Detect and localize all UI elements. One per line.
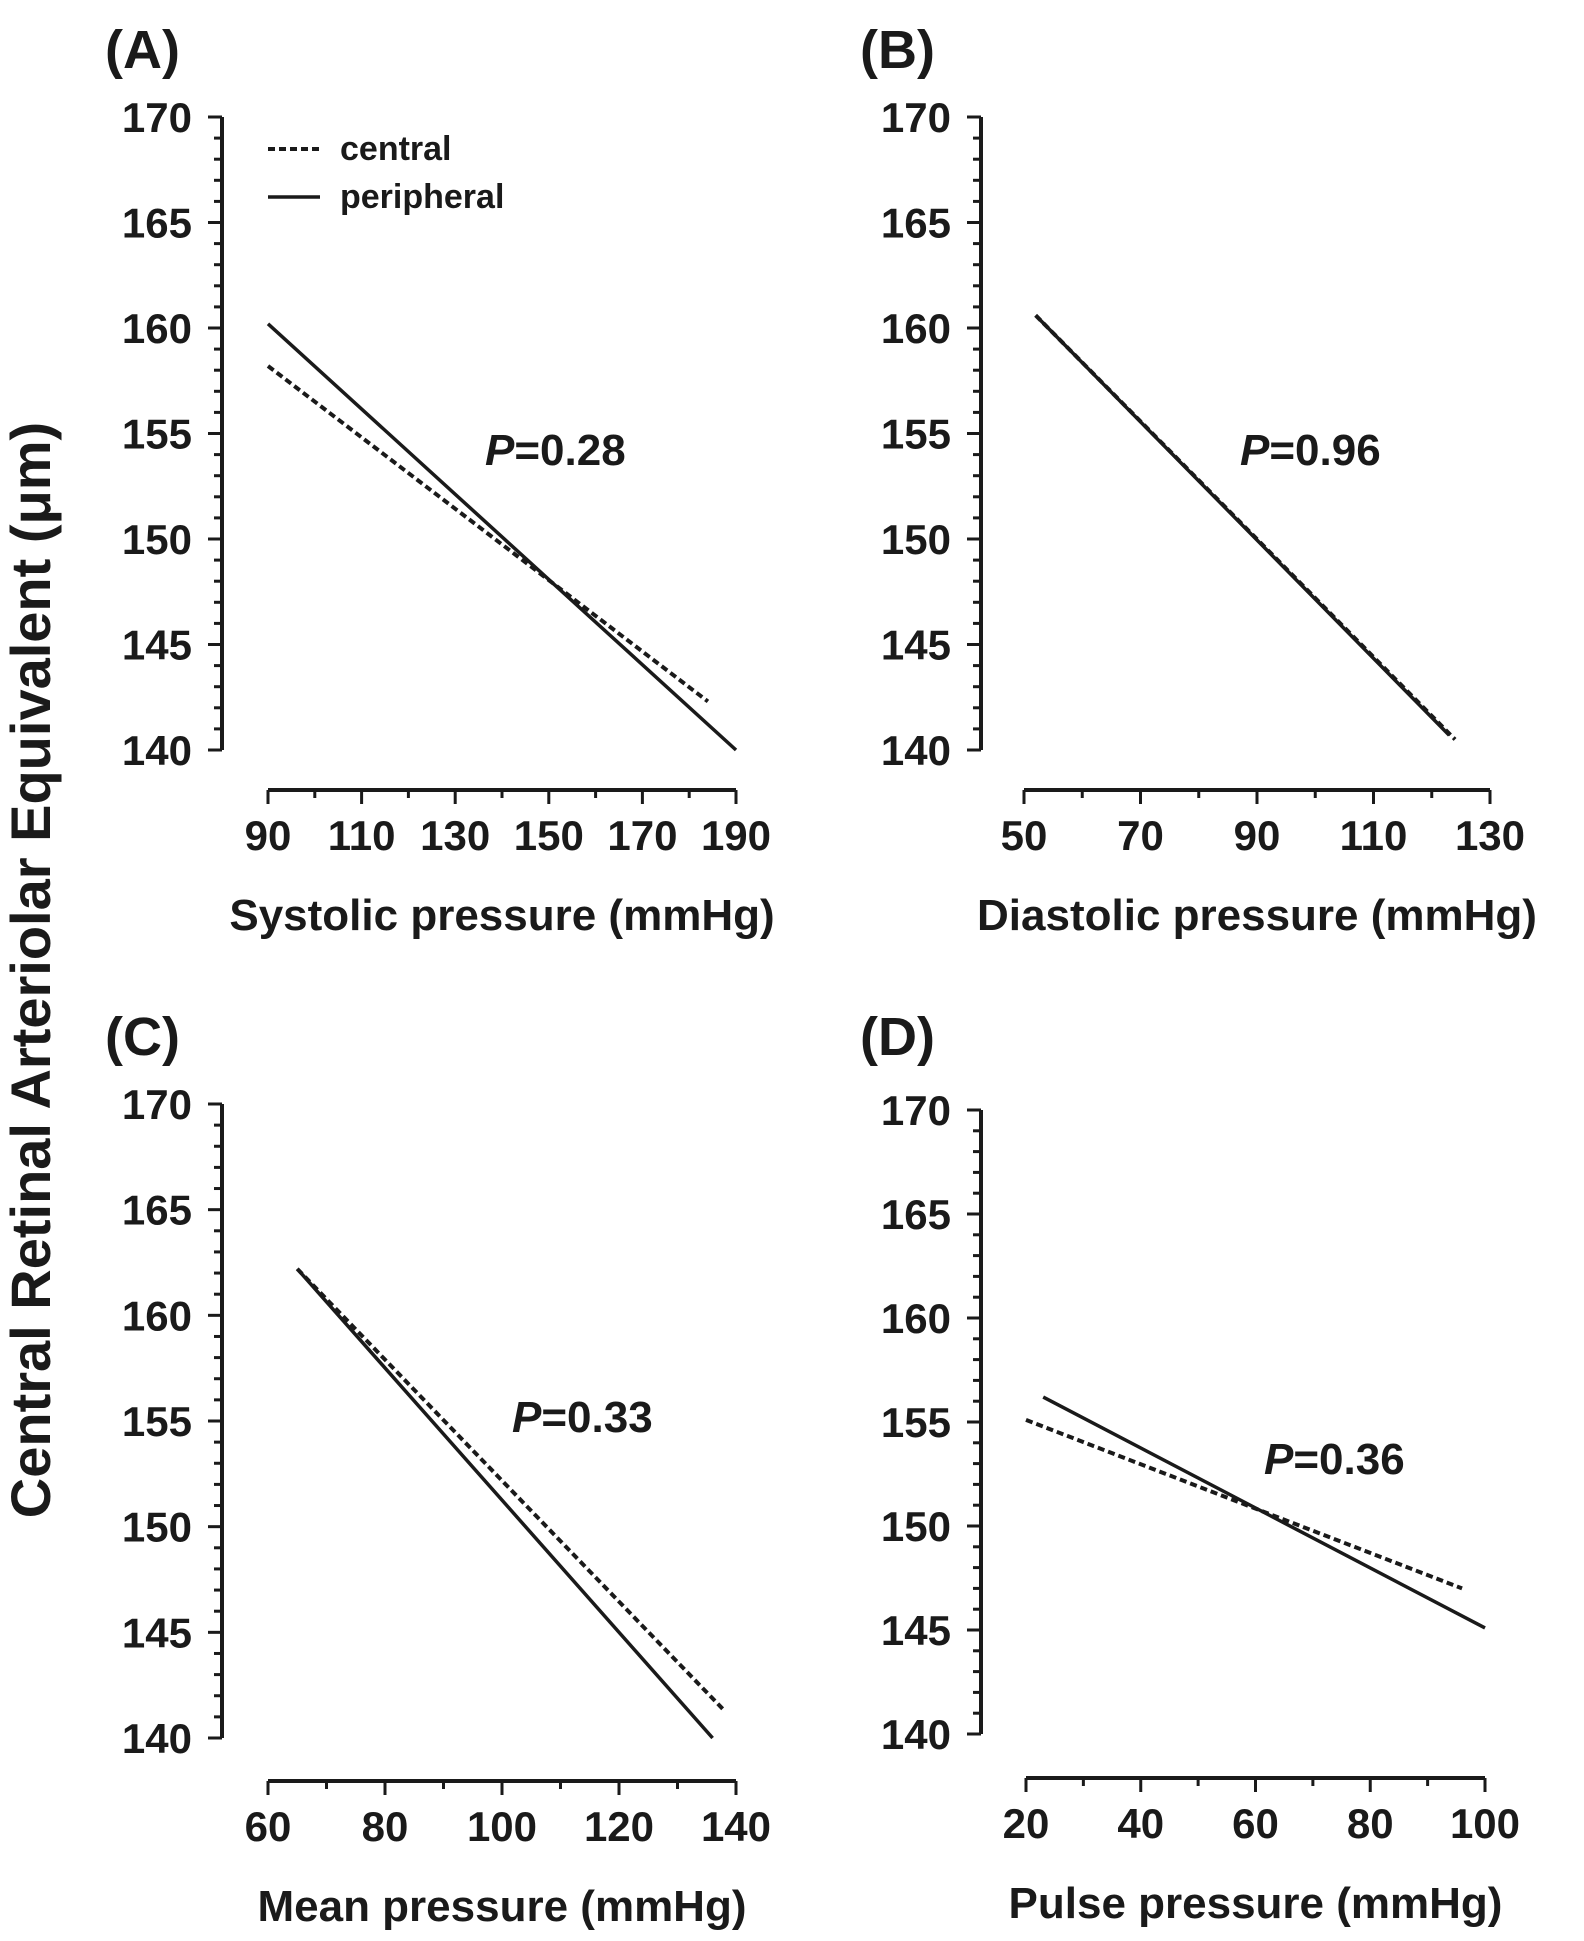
- y-tick-label: 170: [881, 1087, 951, 1134]
- y-tick-label: 145: [881, 1607, 951, 1654]
- y-tick-label: 160: [881, 1295, 951, 1342]
- y-tick-label: 150: [122, 1504, 192, 1551]
- y-tick-label: 165: [122, 1187, 192, 1234]
- x-tick-label: 100: [1450, 1800, 1520, 1847]
- x-tick-label: 140: [701, 1803, 771, 1850]
- x-tick-label: 70: [1117, 812, 1164, 859]
- y-tick-label: 145: [122, 622, 192, 669]
- x-tick-label: 130: [420, 812, 490, 859]
- p-value-label: P=0.36: [1264, 1435, 1405, 1484]
- legend-label-central: central: [340, 130, 452, 168]
- series-line-peripheral: [266, 322, 738, 752]
- y-tick-label: 165: [122, 200, 192, 247]
- p-value-label: P=0.28: [485, 426, 626, 475]
- y-tick-label: 155: [122, 411, 192, 458]
- y-tick-label: 170: [122, 1081, 192, 1128]
- legend-label-peripheral: peripheral: [340, 178, 504, 216]
- y-tick-label: 140: [122, 727, 192, 774]
- x-tick-label: 130: [1455, 812, 1525, 859]
- x-axis-title: Pulse pressure (mmHg): [1009, 1879, 1503, 1928]
- chart-panel: (A) 140 145 150 155 160 165 170 90 110 130 150 170 19…: [105, 20, 775, 940]
- p-value-label: P=0.33: [512, 1393, 653, 1442]
- x-tick-label: 170: [607, 812, 677, 859]
- series-line-peripheral: [1042, 1395, 1486, 1630]
- y-tick-label: 170: [881, 94, 951, 141]
- y-tick-label: 155: [122, 1398, 192, 1445]
- chart-panels: (A) 140 145 150 155 160 165 170 90 110 130 150 170 19…: [105, 20, 1537, 1931]
- series-line-central: [295, 1267, 726, 1712]
- chart-panel: (C) 140 145 150 155 160 165 170 60 80 100 120 140 Mea…: [105, 1007, 771, 1931]
- x-tick-label: 90: [1234, 812, 1281, 859]
- y-tick-label: 170: [122, 94, 192, 141]
- p-value-label: P=0.96: [1240, 426, 1381, 475]
- panel-letter: (C): [105, 1007, 180, 1067]
- y-tick-label: 165: [881, 200, 951, 247]
- y-tick-label: 140: [881, 727, 951, 774]
- y-tick-label: 155: [881, 411, 951, 458]
- x-tick-label: 100: [467, 1803, 537, 1850]
- x-tick-label: 80: [362, 1803, 409, 1850]
- x-tick-label: 110: [328, 812, 396, 859]
- y-tick-label: 150: [881, 516, 951, 563]
- series-line-central: [266, 364, 710, 704]
- panel-letter: (B): [860, 20, 935, 80]
- x-tick-label: 60: [245, 1803, 292, 1850]
- panel-letter: (A): [105, 20, 180, 80]
- series-line-central: [1025, 1418, 1463, 1591]
- chart-panel: (B) 140 145 150 155 160 165 170 50 70 90 110 130 Dias…: [860, 20, 1537, 940]
- x-tick-label: 120: [584, 1803, 654, 1850]
- y-tick-label: 145: [881, 622, 951, 669]
- x-axis-title: Diastolic pressure (mmHg): [977, 891, 1537, 940]
- x-tick-label: 150: [514, 812, 584, 859]
- x-tick-label: 60: [1232, 1800, 1279, 1847]
- y-axis-title: Central Retinal Arteriolar Equivalent (μ…: [0, 422, 62, 1518]
- y-tick-label: 155: [881, 1399, 951, 1446]
- x-tick-label: 80: [1347, 1800, 1394, 1847]
- series-line-peripheral: [1034, 314, 1451, 737]
- y-tick-label: 150: [122, 516, 192, 563]
- y-tick-label: 145: [122, 1609, 192, 1656]
- x-tick-label: 90: [245, 812, 292, 859]
- x-tick-label: 20: [1003, 1800, 1050, 1847]
- series-line-peripheral: [295, 1267, 714, 1740]
- legend: central peripheral: [268, 130, 504, 216]
- y-tick-label: 150: [881, 1503, 951, 1550]
- panel-letter: (D): [860, 1007, 935, 1067]
- y-tick-label: 160: [122, 1292, 192, 1339]
- chart-panel: (D) 140 145 150 155 160 165 170 20 40 60 80 100 Pulse…: [860, 1007, 1520, 1928]
- x-tick-label: 110: [1340, 812, 1408, 859]
- x-tick-label: 50: [1001, 812, 1048, 859]
- x-axis-title: Systolic pressure (mmHg): [229, 891, 774, 940]
- y-tick-label: 160: [881, 305, 951, 352]
- x-tick-label: 190: [701, 812, 771, 859]
- y-tick-label: 165: [881, 1191, 951, 1238]
- y-tick-label: 160: [122, 305, 192, 352]
- y-tick-label: 140: [122, 1715, 192, 1762]
- x-tick-label: 40: [1117, 1800, 1164, 1847]
- x-axis-title: Mean pressure (mmHg): [257, 1882, 746, 1931]
- y-tick-label: 140: [881, 1711, 951, 1758]
